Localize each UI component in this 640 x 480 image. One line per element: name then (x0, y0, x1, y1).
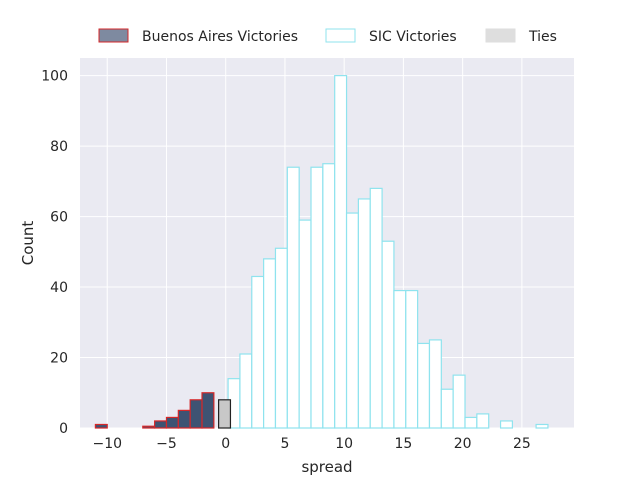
legend-ties: Ties (485, 28, 557, 45)
legend-label: Buenos Aires Victories (142, 29, 298, 45)
bar-sic (322, 163, 336, 429)
y-tick-label: 60 (50, 210, 68, 226)
bar-sic (310, 166, 324, 429)
bar-sic (251, 275, 265, 429)
bar-sic (476, 413, 490, 429)
bar-sic (381, 240, 395, 429)
y-tick-label: 0 (59, 421, 68, 437)
bar-ties (218, 399, 232, 429)
bar-buenos-aires (201, 392, 215, 429)
bar-buenos-aires (94, 423, 108, 429)
y-axis-label: Count (19, 221, 37, 266)
y-tick-label: 80 (50, 139, 68, 155)
bar-sic (405, 289, 419, 429)
bar-buenos-aires (154, 420, 168, 429)
legend-buenos-aires: Buenos Aires Victories (98, 28, 298, 45)
y-tick-label: 20 (50, 351, 68, 367)
x-tick-label: 0 (221, 436, 230, 452)
bar-buenos-aires (189, 399, 203, 429)
bar-sic (239, 353, 253, 429)
bar-buenos-aires (142, 425, 156, 429)
y-tick-label: 40 (50, 280, 68, 296)
legend-label: Ties (528, 29, 557, 45)
legend: Buenos Aires Victories SIC Victories Ties (98, 28, 557, 45)
x-tick-label: −10 (92, 436, 122, 452)
x-tick-label: 25 (513, 436, 531, 452)
x-axis-label: spread (301, 458, 352, 476)
bar-sic (274, 247, 288, 429)
bar-sic (440, 388, 454, 429)
x-tick-label: 5 (280, 436, 289, 452)
bar-sic (345, 212, 359, 429)
x-tick-label: −5 (156, 436, 177, 452)
x-tick-label: 10 (335, 436, 353, 452)
x-tick-labels: −10 −5 0 5 10 15 20 25 (92, 436, 530, 452)
bar-sic (452, 374, 466, 429)
legend-swatch (325, 28, 356, 43)
x-tick-label: 20 (454, 436, 472, 452)
x-tick-label: 15 (394, 436, 412, 452)
histogram-bars (94, 75, 549, 429)
bar-buenos-aires (177, 409, 191, 429)
bar-sic (286, 166, 300, 429)
legend-swatch (98, 28, 129, 43)
bar-sic (298, 219, 312, 429)
legend-sic: SIC Victories (325, 28, 457, 45)
bar-buenos-aires (165, 416, 179, 429)
bar-sic (369, 187, 383, 429)
bar-sic (417, 342, 431, 429)
y-tick-labels: 0 20 40 60 80 100 (41, 69, 68, 437)
bar-sic (357, 198, 371, 429)
bar-sic (428, 339, 442, 429)
legend-swatch (485, 28, 516, 43)
legend-label: SIC Victories (369, 29, 457, 45)
y-tick-label: 100 (41, 69, 68, 85)
bar-sic (464, 416, 478, 429)
bar-sic (334, 75, 348, 429)
bar-sic (393, 289, 407, 429)
bar-sic (535, 423, 549, 429)
bar-sic (499, 420, 513, 429)
bar-sic (263, 258, 277, 429)
